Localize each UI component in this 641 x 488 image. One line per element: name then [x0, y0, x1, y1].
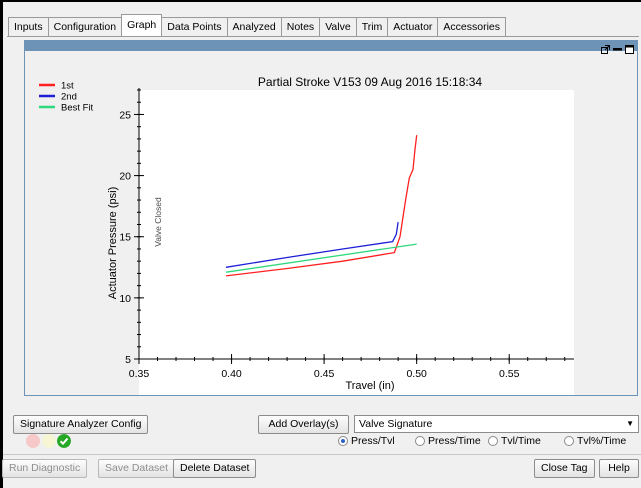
yellow-status-light — [42, 434, 56, 448]
separator — [3, 454, 641, 455]
series-line-2nd — [225, 222, 399, 268]
tab-divider — [7, 36, 639, 37]
y-tick-label: 20 — [119, 171, 131, 183]
tab-trim[interactable]: Trim — [356, 17, 389, 36]
save-dataset-button[interactable]: Save Dataset — [98, 459, 176, 478]
tab-bar: Inputs Configuration Graph Data Points A… — [8, 14, 507, 36]
tab-graph[interactable]: Graph — [121, 14, 163, 36]
radio-label: Tvl/Time — [501, 435, 541, 447]
chart-title: Partial Stroke V153 09 Aug 2016 15:18:34 — [258, 75, 482, 89]
radio-label: Press/Time — [428, 435, 481, 447]
chart-axes: 5 10 15 20 25 0.35 0.40 0.45 0.50 0.55 — [119, 88, 574, 380]
x-tick-label: 0.50 — [406, 368, 427, 380]
x-tick-label: 0.35 — [129, 368, 150, 380]
chart-background — [139, 90, 574, 395]
chart-panel: Partial Stroke V153 09 Aug 2016 15:18:34… — [24, 40, 638, 396]
tab-accessories[interactable]: Accessories — [438, 17, 507, 36]
red-status-light — [26, 434, 40, 448]
radio-tvl-time[interactable]: Tvl/Time — [488, 435, 541, 447]
series-line-best-fit — [225, 243, 417, 273]
legend-label: 2nd — [61, 92, 77, 103]
chart-panel-header — [25, 41, 637, 51]
x-tick-label: 0.40 — [221, 368, 242, 380]
y-tick-label: 5 — [125, 354, 131, 366]
popout-icon[interactable] — [601, 45, 610, 54]
minimize-icon[interactable] — [613, 45, 622, 54]
x-axis-label: Travel (in) — [345, 380, 394, 392]
overlay-select-value: Valve Signature — [359, 418, 433, 430]
valve-closed-annotation: Valve Closed — [153, 197, 163, 247]
y-tick-label: 15 — [119, 232, 131, 244]
radio-tvl-pct-time[interactable]: Tvl%/Time — [564, 435, 626, 447]
radio-label: Tvl%/Time — [577, 435, 627, 447]
radio-label: Press/Tvl — [351, 435, 395, 447]
tab-data-points[interactable]: Data Points — [162, 17, 228, 36]
run-diagnostic-button[interactable]: Run Diagnostic — [2, 459, 88, 478]
close-tag-button[interactable]: Close Tag — [534, 459, 595, 478]
add-overlay-button[interactable]: Add Overlay(s) — [258, 415, 349, 434]
chart: Partial Stroke V153 09 Aug 2016 15:18:34… — [39, 75, 574, 395]
tab-actuator[interactable]: Actuator — [388, 17, 439, 36]
overlay-select[interactable]: Valve Signature ▼ — [354, 415, 639, 433]
tab-valve[interactable]: Valve — [320, 17, 357, 36]
legend-label: 1st — [61, 81, 74, 92]
check-status-icon — [57, 434, 71, 448]
y-tick-label: 25 — [119, 109, 131, 121]
x-tick-label: 0.45 — [314, 368, 335, 380]
radio-indicator[interactable] — [488, 436, 498, 446]
radio-indicator[interactable] — [564, 436, 574, 446]
chart-series — [225, 135, 418, 277]
tab-notes[interactable]: Notes — [281, 17, 321, 36]
tab-configuration[interactable]: Configuration — [48, 17, 123, 36]
help-button[interactable]: Help — [599, 459, 639, 478]
x-tick-label: 0.55 — [499, 368, 520, 380]
legend-label: Best Fit — [61, 103, 94, 114]
radio-indicator[interactable] — [338, 436, 348, 446]
series-line-1st — [225, 135, 418, 277]
maximize-icon[interactable] — [625, 45, 634, 54]
radio-press-time[interactable]: Press/Time — [415, 435, 481, 447]
panel-controls — [601, 45, 634, 54]
signature-analyzer-config-button[interactable]: Signature Analyzer Config — [13, 415, 149, 434]
y-tick-label: 10 — [119, 293, 131, 305]
tab-inputs[interactable]: Inputs — [8, 17, 49, 36]
delete-dataset-button[interactable]: Delete Dataset — [173, 459, 257, 478]
y-axis-label: Actuator Pressure (psi) — [107, 187, 119, 299]
tab-analyzed[interactable]: Analyzed — [227, 17, 282, 36]
radio-indicator[interactable] — [415, 436, 425, 446]
dropdown-arrow-icon[interactable]: ▼ — [626, 419, 634, 428]
radio-press-tvl[interactable]: Press/Tvl — [338, 435, 395, 447]
